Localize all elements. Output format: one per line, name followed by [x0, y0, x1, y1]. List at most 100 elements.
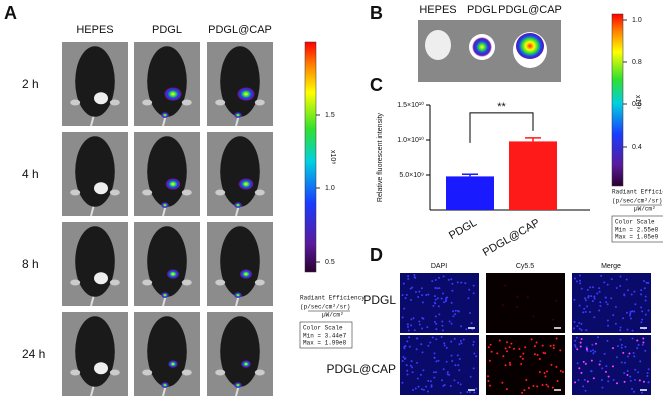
cell: [545, 370, 548, 373]
cell: [472, 367, 475, 370]
cell: [410, 324, 413, 327]
significance-bracket: [469, 112, 534, 143]
cell: [641, 318, 644, 321]
cell: [625, 311, 628, 314]
cell: [472, 343, 475, 346]
cell: [603, 281, 606, 284]
cell: [410, 318, 413, 321]
mouse-body: [75, 226, 115, 297]
row-label: 4 h: [22, 167, 39, 181]
cell: [435, 360, 438, 363]
cell: [401, 294, 404, 297]
cell: [411, 366, 414, 369]
cell: [575, 336, 578, 339]
bright-patch: [94, 92, 108, 105]
colorbar: [611, 13, 624, 187]
cell: [472, 340, 475, 343]
cell: [619, 326, 622, 329]
cell: [420, 388, 423, 391]
signal: [239, 269, 253, 279]
cell: [614, 305, 617, 308]
cell: [442, 275, 445, 278]
cell: [629, 379, 632, 382]
cell: [403, 357, 406, 360]
cell: [433, 356, 436, 359]
cell: [643, 287, 646, 290]
cell: [642, 341, 645, 344]
cell: [620, 361, 623, 364]
cell: [576, 348, 579, 351]
cell: [412, 317, 415, 320]
cell: [586, 305, 589, 308]
cell: [591, 343, 594, 346]
cell: [442, 384, 445, 387]
cell: [401, 359, 404, 362]
cell: [612, 378, 615, 381]
cell: [541, 344, 544, 347]
cell: [441, 379, 444, 382]
cell: [488, 359, 491, 362]
mouse-body: [75, 136, 115, 207]
row-label: PDGL@CAP: [326, 362, 396, 376]
cell: [508, 361, 511, 364]
signal: [241, 360, 251, 368]
cell: [616, 345, 619, 348]
signal: [234, 202, 242, 209]
cell: [596, 336, 599, 339]
cell: [417, 296, 420, 299]
cell: [405, 364, 408, 367]
cell: [592, 349, 595, 352]
cell: [623, 372, 626, 375]
cell: [626, 370, 629, 373]
cell: [438, 287, 441, 290]
cell: [593, 297, 596, 300]
cell: [624, 361, 627, 364]
cell: [406, 369, 409, 372]
cell: [550, 363, 553, 366]
cell: [637, 343, 640, 346]
cell: [450, 354, 453, 357]
cell: [404, 297, 407, 300]
cell: [525, 378, 528, 381]
row-label: 2 h: [22, 77, 39, 91]
cell: [591, 286, 594, 289]
cell: [464, 282, 467, 285]
cell: [606, 339, 609, 342]
cell: [402, 355, 405, 358]
cell: [522, 352, 525, 355]
column-header: HEPES: [419, 4, 456, 16]
cell: [594, 350, 597, 353]
cell: [647, 281, 650, 284]
cell: [433, 301, 436, 304]
cell: [610, 297, 613, 300]
cell: [559, 349, 562, 352]
panel-label: B: [370, 3, 383, 23]
cell: [470, 322, 473, 325]
mouse-body: [220, 136, 260, 207]
cell: [574, 381, 577, 384]
cell: [421, 301, 424, 304]
cell: [615, 382, 618, 385]
signal: [161, 202, 169, 209]
cell: [406, 323, 409, 326]
cell: [626, 374, 629, 377]
cell: [578, 327, 581, 330]
cell: [604, 296, 607, 299]
bright-patch: [94, 182, 108, 195]
cell: [601, 386, 604, 389]
cell: [441, 320, 444, 323]
cell: [458, 357, 461, 360]
cell: [502, 355, 505, 358]
cell: [504, 364, 507, 367]
cell: [637, 371, 640, 374]
cell: [434, 279, 437, 282]
cell: [443, 301, 446, 304]
cell: [432, 304, 435, 307]
cell: [620, 343, 623, 346]
cell: [402, 282, 405, 285]
cell: [452, 315, 455, 318]
colorbar-tick-label: 1.0: [632, 17, 642, 24]
cell: [421, 327, 424, 330]
cell: [623, 293, 626, 296]
panel-label: D: [370, 245, 383, 265]
